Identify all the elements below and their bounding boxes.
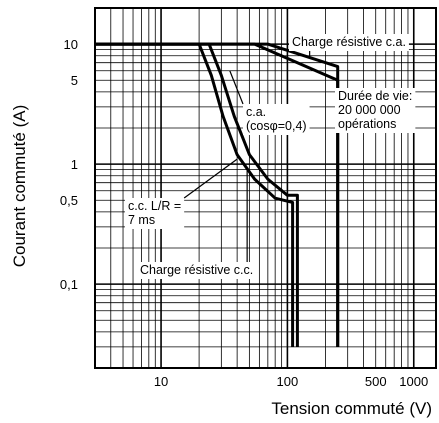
x-tick-label: 1000	[399, 374, 428, 389]
y-tick-label: 5	[71, 73, 78, 88]
series-group	[95, 42, 340, 347]
y-tick-label: 10	[64, 37, 78, 52]
series-line	[95, 42, 295, 347]
annotation-group: Charge résistive c.a. Durée de vie:20 000…	[125, 34, 416, 279]
annotation-text: Charge résistive c.a.	[292, 35, 406, 49]
annotation-text: c.a.	[246, 105, 266, 119]
annotation-box	[125, 198, 185, 229]
annotation-text: Durée de vie:	[338, 89, 412, 103]
series-line	[95, 42, 299, 347]
annotation-text: (cosφ=0,4)	[246, 119, 307, 133]
tick-label-group: 10 100 500 1000 10 5 1 0,5 0,1	[60, 37, 428, 389]
annotation-box	[289, 34, 409, 51]
y-axis-title: Courant commuté (A)	[10, 105, 29, 268]
annotation-leader	[229, 70, 244, 105]
x-tick-label: 100	[277, 374, 299, 389]
plot-frame	[94, 7, 437, 369]
annotation-text: Charge résistive c.c.	[140, 263, 253, 277]
y-tick-label: 0,5	[60, 193, 78, 208]
annotation-text: 7 ms	[128, 213, 155, 227]
annotation: c.a.(cosφ=0,4)	[243, 104, 310, 135]
annotation-box	[243, 104, 310, 135]
annotation: c.c. L/R =7 ms	[125, 198, 185, 229]
y-tick-label: 0,1	[60, 277, 78, 292]
annotation-leader	[183, 158, 238, 199]
annotation-text: c.c. L/R =	[128, 199, 181, 213]
x-tick-label: 10	[154, 374, 168, 389]
annotation: Charge résistive c.c.	[137, 262, 257, 279]
x-axis-title: Tension commuté (V)	[271, 399, 432, 418]
annotation: Charge résistive c.a.	[289, 34, 409, 51]
annotation-box	[335, 88, 416, 133]
annotation-text: 20 000 000	[338, 103, 401, 117]
x-tick-label: 500	[365, 374, 387, 389]
y-tick-label: 1	[71, 157, 78, 172]
annotation-box	[137, 262, 257, 279]
annotation-text: opérations	[338, 117, 396, 131]
